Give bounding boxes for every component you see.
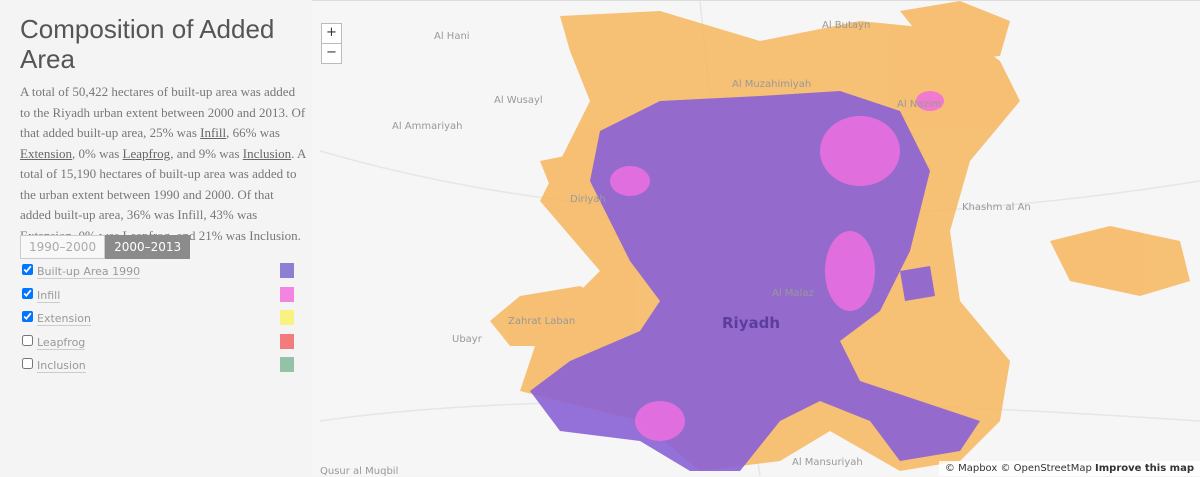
area-extension: [540, 151, 600, 211]
place-label: Qusur al Muqbil: [320, 466, 399, 477]
area-infill: [820, 116, 900, 186]
area-infill: [825, 231, 875, 311]
place-label: Diriyah: [570, 194, 606, 205]
place-label: Al Hani: [434, 31, 470, 42]
link[interactable]: Leapfrog: [122, 145, 171, 161]
place-label: Al Muzahimiyah: [732, 79, 812, 90]
text: , 66% was: [226, 125, 280, 140]
text: , 0% was: [72, 145, 123, 161]
legend-item: Leapfrog: [22, 333, 294, 359]
area-extension: [1050, 226, 1190, 296]
checkbox[interactable]: [22, 334, 33, 346]
legend-label[interactable]: Built-up Area 1990: [37, 265, 141, 279]
description: A total of 50,422 hectares of built-up a…: [20, 82, 306, 246]
place-label: Khashm al An: [962, 202, 1031, 213]
place-label: Ubayr: [452, 334, 482, 345]
legend-label[interactable]: Inclusion: [37, 359, 86, 373]
legend-item: Infill: [22, 286, 294, 312]
link[interactable]: Inclusion: [242, 145, 292, 161]
improve-link[interactable]: Improve this map: [1095, 463, 1194, 474]
attribution: © Mapbox © OpenStreetMap Improve this ma…: [938, 461, 1200, 476]
legend-swatch: [280, 333, 294, 349]
legend-swatch: [280, 357, 294, 372]
legend-swatch: [280, 263, 294, 278]
area-extension: [900, 1, 1010, 61]
legend-label[interactable]: Infill: [37, 288, 61, 303]
zoom-out[interactable]: −: [321, 43, 342, 64]
checkbox[interactable]: [22, 287, 33, 299]
area-infill: [916, 91, 944, 111]
text: , and 9% was: [170, 145, 243, 161]
legend-label[interactable]: Leapfrog: [37, 335, 86, 350]
tab[interactable]: 2000–2013: [105, 235, 191, 259]
tabs: 1990–2000 2000–2013: [20, 235, 191, 259]
map-layer: [319, 1, 1200, 476]
place-label: Al Malaz: [772, 288, 814, 299]
legend: Built-up Area 1990 Infill Extension Leapfro…: [22, 263, 294, 382]
attribution-text[interactable]: © Mapbox © OpenStreetMap: [944, 463, 1092, 474]
legend-swatch: [280, 286, 294, 302]
place-label: Zahrat Laban: [508, 316, 576, 327]
place-label: Riyadh: [722, 314, 781, 332]
checkbox[interactable]: [22, 311, 33, 322]
legend-item: Extension: [22, 310, 294, 335]
place-label: Al Wusayl: [494, 95, 543, 106]
checkbox[interactable]: [22, 358, 33, 369]
legend-item: Inclusion: [22, 357, 294, 382]
area-builtup: [900, 266, 935, 301]
zoom-in[interactable]: +: [321, 23, 342, 44]
side-panel: Composition of Added Area A total of 50,…: [0, 0, 312, 475]
area-extension: [490, 286, 610, 346]
link[interactable]: Extension: [20, 145, 72, 161]
checkbox[interactable]: [22, 264, 33, 275]
link[interactable]: Infill: [200, 125, 227, 140]
place-label: Al Butayn: [822, 20, 871, 31]
legend-swatch: [280, 310, 294, 325]
area-infill: [635, 401, 685, 441]
place-label: Al Mansuriyah: [792, 457, 863, 468]
title: Composition of Added Area: [20, 14, 275, 74]
tab[interactable]: 1990–2000: [20, 235, 106, 259]
area-infill: [610, 166, 650, 196]
place-label: Al Ammariyah: [392, 121, 463, 132]
legend-label[interactable]: Extension: [37, 312, 92, 326]
map[interactable]: + − Al Hani Al Butayn Al Wusayl Al Ammar…: [312, 0, 1200, 477]
text: A total of 50,422 hectares of built-up a…: [20, 84, 306, 140]
place-label: Al Nazim: [897, 99, 942, 110]
legend-item: Built-up Area 1990: [22, 263, 294, 288]
